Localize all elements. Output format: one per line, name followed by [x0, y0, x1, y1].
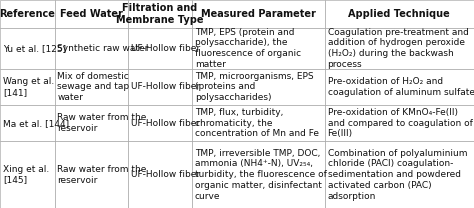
Text: UF-Hollow fiber: UF-Hollow fiber: [131, 170, 200, 179]
Bar: [55, 69, 128, 105]
Text: Wang et al.
[141]: Wang et al. [141]: [3, 77, 54, 97]
Text: Filtration and
Membrane Type: Filtration and Membrane Type: [116, 3, 204, 25]
Text: Pre-oxidation of H₂O₂ and
coagulation of aluminum sulfate: Pre-oxidation of H₂O₂ and coagulation of…: [328, 77, 474, 97]
Text: Feed Water: Feed Water: [60, 9, 123, 19]
Bar: [192, 28, 325, 69]
Text: UF-Hollow fiber: UF-Hollow fiber: [131, 82, 200, 91]
Bar: [192, 0, 325, 28]
Text: Coagulation pre-treatment and
addition of hydrogen peroxide
(H₂O₂) during the ba: Coagulation pre-treatment and addition o…: [328, 28, 468, 69]
Bar: [128, 105, 192, 141]
Text: Applied Technique: Applied Technique: [348, 9, 450, 19]
Bar: [325, 105, 474, 141]
Bar: [128, 141, 192, 208]
Bar: [0, 0, 55, 28]
Bar: [192, 105, 325, 141]
Bar: [128, 0, 192, 28]
Text: Raw water from the
reservoir: Raw water from the reservoir: [57, 113, 147, 133]
Bar: [55, 0, 128, 28]
Text: TMP, irreversible TMP, DOC,
ammonia (NH4⁺-N), UV₂₅₄,
turbidity, the fluorescence: TMP, irreversible TMP, DOC, ammonia (NH4…: [195, 149, 327, 201]
Text: Reference: Reference: [0, 9, 55, 19]
Bar: [55, 28, 128, 69]
Text: Pre-oxidation of KMnO₄-Fe(II)
and compared to coagulation of
Fe(III): Pre-oxidation of KMnO₄-Fe(II) and compar…: [328, 108, 473, 139]
Bar: [128, 69, 192, 105]
Text: Synthetic raw water: Synthetic raw water: [57, 44, 149, 53]
Bar: [325, 141, 474, 208]
Text: Ma et al. [144]: Ma et al. [144]: [3, 119, 69, 128]
Text: Mix of domestic
sewage and tap
water: Mix of domestic sewage and tap water: [57, 72, 129, 102]
Bar: [192, 69, 325, 105]
Text: Xing et al.
[145]: Xing et al. [145]: [3, 165, 49, 184]
Text: Measured Parameter: Measured Parameter: [201, 9, 316, 19]
Text: TMP, microorganisms, EPS
(proteins and
polysaccharides): TMP, microorganisms, EPS (proteins and p…: [195, 72, 313, 102]
Bar: [325, 0, 474, 28]
Text: Combination of polyaluminium
chloride (PACl) coagulation-
sedimentation and powd: Combination of polyaluminium chloride (P…: [328, 149, 467, 201]
Bar: [0, 28, 55, 69]
Text: Raw water from the
reservoir: Raw water from the reservoir: [57, 165, 147, 184]
Bar: [128, 28, 192, 69]
Text: TMP, flux, turbidity,
chromaticity, the
concentration of Mn and Fe: TMP, flux, turbidity, chromaticity, the …: [195, 108, 319, 139]
Bar: [55, 141, 128, 208]
Text: TMP, EPS (protein and
polysaccharide), the
fluorescence of organic
matter: TMP, EPS (protein and polysaccharide), t…: [195, 28, 301, 69]
Bar: [192, 141, 325, 208]
Bar: [0, 69, 55, 105]
Bar: [0, 105, 55, 141]
Text: Yu et al. [125]: Yu et al. [125]: [3, 44, 66, 53]
Bar: [55, 105, 128, 141]
Bar: [0, 141, 55, 208]
Bar: [325, 69, 474, 105]
Text: UF-Hollow fiber: UF-Hollow fiber: [131, 119, 200, 128]
Text: UF-Hollow fiber: UF-Hollow fiber: [131, 44, 200, 53]
Bar: [325, 28, 474, 69]
